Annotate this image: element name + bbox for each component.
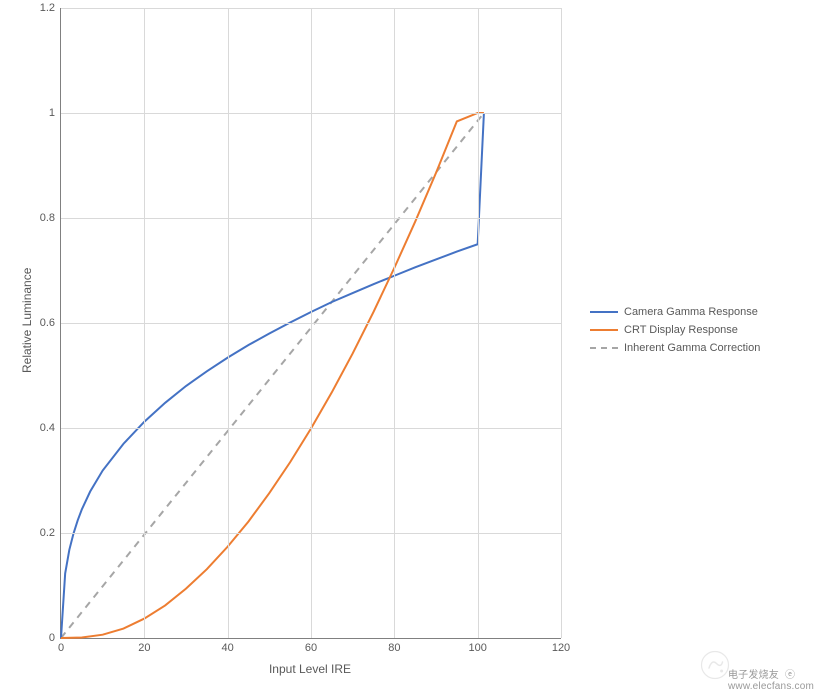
gridline-vertical xyxy=(311,8,312,638)
x-tick-label: 20 xyxy=(138,638,150,654)
x-tick-label: 120 xyxy=(552,638,570,654)
gridline-vertical xyxy=(228,8,229,638)
watermark-logo-icon xyxy=(700,650,730,680)
x-tick-label: 40 xyxy=(222,638,234,654)
gridline-vertical xyxy=(394,8,395,638)
y-tick-label: 0.4 xyxy=(40,422,61,434)
y-tick-label: 1 xyxy=(49,107,61,119)
x-tick-label: 60 xyxy=(305,638,317,654)
gridline-vertical xyxy=(561,8,562,638)
watermark-line1: 电子发烧友 xyxy=(728,670,779,681)
legend-label: CRT Display Response xyxy=(624,324,738,336)
legend-swatch xyxy=(590,347,618,349)
x-axis-title: Input Level IRE xyxy=(269,662,351,676)
y-tick-label: 0.6 xyxy=(40,317,61,329)
x-tick-label: 100 xyxy=(468,638,486,654)
watermark-line2: www.elecfans.com xyxy=(728,681,814,692)
legend: Camera Gamma Response CRT Display Respons… xyxy=(590,300,760,360)
watermark-glyph: ⓔ xyxy=(785,670,795,681)
y-tick-label: 1.2 xyxy=(40,2,61,14)
plot-area: 00.20.40.60.811.2020406080100120 xyxy=(60,8,561,639)
y-axis-title: Relative Luminance xyxy=(20,268,34,373)
y-tick-label: 0.8 xyxy=(40,212,61,224)
legend-item: CRT Display Response xyxy=(590,324,760,336)
x-tick-label: 0 xyxy=(58,638,64,654)
legend-swatch xyxy=(590,311,618,313)
legend-label: Inherent Gamma Correction xyxy=(624,342,760,354)
legend-swatch xyxy=(590,329,618,331)
gamma-response-chart: 00.20.40.60.811.2020406080100120 Relativ… xyxy=(0,0,818,694)
series-line xyxy=(61,113,484,638)
gridline-vertical xyxy=(478,8,479,638)
y-tick-label: 0.2 xyxy=(40,527,61,539)
x-tick-label: 80 xyxy=(388,638,400,654)
watermark-text: 电子发烧友 ⓔ www.elecfans.com xyxy=(728,666,814,692)
gridline-vertical xyxy=(144,8,145,638)
legend-label: Camera Gamma Response xyxy=(624,306,758,318)
legend-item: Camera Gamma Response xyxy=(590,306,760,318)
legend-item: Inherent Gamma Correction xyxy=(590,342,760,354)
